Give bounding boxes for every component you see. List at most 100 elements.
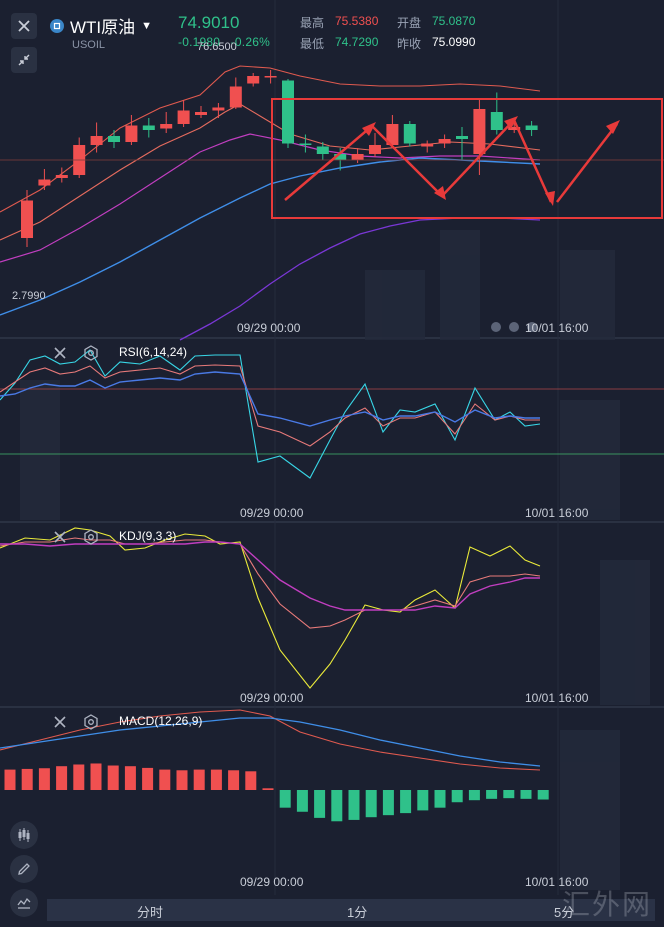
rsi-line-6 [0,349,541,479]
macd-bar [520,790,532,799]
candle-body [299,143,312,145]
candle-body [264,76,277,78]
collapse-button[interactable] [11,47,37,73]
macd-settings-button[interactable] [83,714,99,735]
macd-time-label-end: 10/01 16:00 [525,875,589,889]
macd-bar [486,790,498,799]
macd-label: MACD(12,26,9) [119,714,203,728]
symbol-code: USOIL [72,39,106,51]
macd-histogram [4,763,549,822]
macd-bar [176,770,188,790]
open-value: 75.0870 [432,14,476,28]
macd-bar [245,771,257,790]
gear-icon [84,714,98,730]
macd-bar [38,768,50,790]
ma-line-purple [0,133,541,263]
candle-body [90,136,103,145]
macd-dif-line [0,709,541,771]
macd-bar [314,790,326,818]
candle-body [316,146,329,154]
arrow-head [434,186,446,200]
macd-bar [4,769,16,790]
arrow-down-2 [512,119,553,203]
instrument-icon [50,18,64,33]
scroll-dot[interactable] [491,322,501,332]
arrow-head [504,116,518,129]
macd-dea-line [0,717,541,767]
close-icon [54,347,66,359]
macd-bar [107,765,119,790]
scroll-dot[interactable] [509,322,519,332]
indicator-icon [17,897,31,909]
close-button[interactable] [11,13,37,39]
candle-body [386,124,399,145]
price-change: -0.1980 -0.26% [178,35,270,49]
candle-body [369,145,381,154]
candle-body [212,107,225,111]
candle-body [525,125,538,130]
arrow-up-3 [556,123,618,203]
indicator-button[interactable] [10,889,38,917]
candle-body [125,125,138,142]
last-price: 74.9010 [178,13,240,32]
kdj-settings-button[interactable] [83,529,99,550]
arrow-heads [362,116,620,206]
rsi-line-14 [0,364,540,447]
candle-body [142,125,155,130]
candle-body [282,80,294,144]
pencil-icon [18,863,30,875]
candle-body [195,112,207,115]
annotation-arrows [284,119,618,203]
tab-1min[interactable]: 1分 [347,905,368,920]
tab-timeline[interactable]: 分时 [137,905,164,920]
candle-body [421,143,434,147]
candle-body [247,76,260,84]
macd-bar [468,790,480,801]
chart-type-button[interactable] [10,821,38,849]
high-marker-label: 76.6500 [197,41,237,53]
candle-body [177,110,190,124]
macd-bar [73,764,85,790]
close-icon [54,531,66,543]
gear-icon [84,529,98,545]
main-time-label-end: 10/01 16:00 [525,321,589,335]
scroll-dot[interactable] [527,322,537,332]
change-percent: -0.26% [230,35,270,49]
rsi-close-button[interactable] [53,346,67,365]
candle-body [351,154,364,160]
rsi-settings-button[interactable] [83,345,99,366]
macd-bar [296,790,308,812]
candle-body [229,86,242,108]
macd-bar [537,790,549,800]
kdj-close-button[interactable] [53,530,67,549]
candle-body [403,124,416,144]
timeframe-tabs: 分时 1分 5分 [47,899,655,921]
macd-bar [124,766,136,790]
macd-bar [503,790,515,799]
close-icon [18,20,30,32]
scroll-indicator[interactable] [491,322,537,332]
open-label: 开盘 [397,16,422,30]
collapse-icon [18,54,30,66]
macd-bar [90,763,102,790]
prev-close-label: 昨收 [397,37,422,51]
macd-bar [400,790,412,814]
candle-body [473,109,486,154]
kdj-label: KDJ(9,3,3) [119,529,177,543]
macd-bar [210,769,222,790]
arrow-down-1 [371,125,443,197]
kdj-line-d [0,541,540,611]
high-label: 最高 [300,16,325,30]
draw-tool-button[interactable] [10,855,38,883]
candle-body [160,124,173,129]
macd-close-button[interactable] [53,715,67,734]
symbol-selector[interactable]: WTI原油 ▼ [50,13,152,38]
macd-bar [348,790,360,820]
main-time-label-start: 09/29 00:00 [237,321,301,335]
kdj-line-j [0,527,541,689]
low-label: 最低 [300,37,325,51]
tab-5min[interactable]: 5分 [554,905,575,920]
macd-bar [159,769,171,790]
candle-body [438,139,451,144]
